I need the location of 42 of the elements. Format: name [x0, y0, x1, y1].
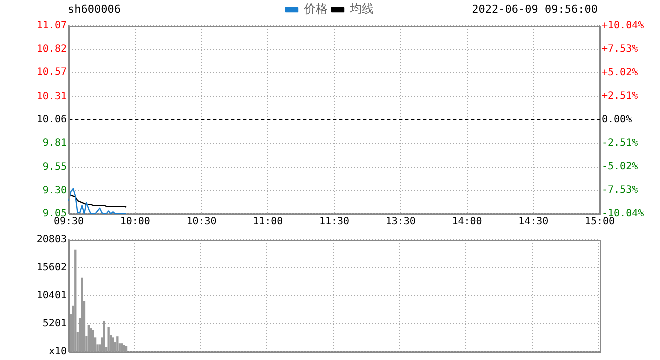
y-tick-label: 10.06 — [36, 114, 67, 126]
y2-tick-label: -5.02% — [602, 162, 638, 173]
x-tick-label: 13:30 — [386, 216, 416, 228]
y2-tick-label: -2.51% — [602, 138, 638, 150]
y-tick-label: 10.82 — [36, 44, 67, 55]
x-tick-label: 14:30 — [518, 216, 549, 228]
y-tick-label: x10 — [48, 346, 67, 358]
y-tick-label: 9.30 — [42, 185, 67, 196]
y-tick-label: 9.55 — [42, 162, 67, 174]
x-tick-label: 10:30 — [186, 216, 217, 228]
bar — [92, 330, 94, 352]
y2-tick-label: 0.00% — [602, 114, 632, 126]
legend-label: 均线 — [349, 2, 374, 16]
y-tick-label: 10.31 — [36, 91, 67, 102]
y2-tick-label: +10.04% — [602, 20, 644, 32]
y-tick-label: 9.81 — [42, 138, 67, 149]
y-tick-label: 10.57 — [36, 67, 67, 78]
x-tick-label: 11:00 — [253, 216, 284, 228]
x-tick-label: 11:30 — [319, 216, 350, 228]
bar — [125, 346, 128, 352]
chart-title: sh600006 — [68, 3, 121, 16]
x-tick-label: 10:00 — [120, 216, 150, 228]
bar — [112, 338, 114, 352]
y2-tick-label: -7.53% — [602, 185, 638, 196]
bar — [123, 345, 126, 352]
bar — [116, 336, 119, 352]
y-tick-label: 10401 — [36, 290, 67, 302]
x-tick-label: 14:00 — [452, 216, 482, 228]
bar — [108, 327, 110, 352]
bar — [81, 278, 84, 352]
y2-tick-label: +5.02% — [602, 68, 638, 79]
y-tick-label: 20803 — [36, 234, 67, 246]
bar — [88, 325, 90, 352]
y-tick-label: 11.07 — [36, 20, 67, 32]
text: 2022-06-09 09:56:00 — [472, 3, 598, 16]
bar — [74, 250, 77, 352]
y2-tick-label: +7.53% — [602, 44, 638, 56]
legend-label: 价格 — [303, 2, 328, 16]
y2-tick-label: +2.51% — [602, 91, 638, 102]
y-tick-label: 5201 — [42, 318, 67, 330]
bar — [103, 320, 106, 352]
y-tick-label: 15602 — [36, 262, 67, 274]
